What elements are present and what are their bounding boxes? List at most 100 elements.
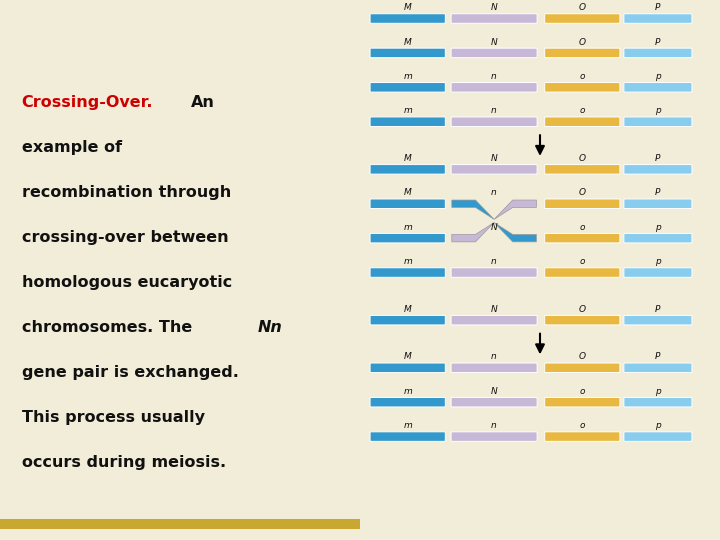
FancyBboxPatch shape <box>545 165 620 174</box>
Text: Nn: Nn <box>258 320 282 335</box>
FancyBboxPatch shape <box>370 315 445 325</box>
FancyBboxPatch shape <box>624 199 692 208</box>
Text: p: p <box>655 106 660 116</box>
Text: N: N <box>490 305 498 314</box>
Text: M: M <box>404 3 412 12</box>
Text: m: m <box>403 421 413 430</box>
Text: P: P <box>655 3 660 12</box>
Text: O: O <box>579 3 585 12</box>
Polygon shape <box>452 222 494 242</box>
FancyBboxPatch shape <box>451 117 537 126</box>
FancyBboxPatch shape <box>451 363 537 373</box>
FancyBboxPatch shape <box>545 363 620 373</box>
Text: N: N <box>490 3 498 12</box>
Text: O: O <box>579 305 585 314</box>
Text: o: o <box>580 223 585 232</box>
FancyBboxPatch shape <box>370 397 445 407</box>
FancyBboxPatch shape <box>370 165 445 174</box>
FancyBboxPatch shape <box>451 268 537 278</box>
Text: N: N <box>490 154 498 163</box>
Text: chromosomes. The: chromosomes. The <box>22 320 192 335</box>
FancyBboxPatch shape <box>370 432 445 441</box>
FancyBboxPatch shape <box>624 48 692 58</box>
FancyBboxPatch shape <box>624 315 692 325</box>
Text: M: M <box>404 188 412 198</box>
Text: n: n <box>491 188 497 198</box>
Text: p: p <box>655 421 660 430</box>
Text: Crossing-Over.: Crossing-Over. <box>22 95 153 110</box>
Text: n: n <box>491 353 497 361</box>
Text: P: P <box>655 305 660 314</box>
Text: example of: example of <box>22 140 122 155</box>
Bar <box>0 518 360 529</box>
Text: N: N <box>490 38 498 46</box>
Text: p: p <box>655 387 660 396</box>
FancyBboxPatch shape <box>451 14 537 23</box>
Text: n: n <box>491 106 497 116</box>
Polygon shape <box>452 200 494 219</box>
Polygon shape <box>494 222 536 242</box>
Text: P: P <box>655 38 660 46</box>
Text: n: n <box>491 257 497 266</box>
FancyBboxPatch shape <box>451 315 537 325</box>
Text: M: M <box>404 353 412 361</box>
FancyBboxPatch shape <box>451 48 537 58</box>
Polygon shape <box>494 200 536 219</box>
Text: n: n <box>491 72 497 81</box>
Text: An: An <box>191 95 215 110</box>
Text: M: M <box>404 305 412 314</box>
FancyBboxPatch shape <box>545 199 620 208</box>
FancyBboxPatch shape <box>370 48 445 58</box>
Text: occurs during meiosis.: occurs during meiosis. <box>22 455 226 470</box>
FancyBboxPatch shape <box>370 14 445 23</box>
Text: o: o <box>580 106 585 116</box>
FancyBboxPatch shape <box>624 83 692 92</box>
Text: P: P <box>655 353 660 361</box>
Text: This process usually: This process usually <box>22 410 204 425</box>
FancyBboxPatch shape <box>545 83 620 92</box>
Text: crossing-over between: crossing-over between <box>22 230 228 245</box>
Text: M: M <box>404 154 412 163</box>
FancyBboxPatch shape <box>624 397 692 407</box>
Text: N: N <box>490 223 498 232</box>
FancyBboxPatch shape <box>545 432 620 441</box>
Text: m: m <box>403 257 413 266</box>
FancyBboxPatch shape <box>370 268 445 278</box>
FancyBboxPatch shape <box>451 432 537 441</box>
Text: P: P <box>655 188 660 198</box>
Text: o: o <box>580 72 585 81</box>
Text: O: O <box>579 154 585 163</box>
Text: m: m <box>403 72 413 81</box>
FancyBboxPatch shape <box>545 397 620 407</box>
FancyBboxPatch shape <box>370 117 445 126</box>
Text: n: n <box>491 421 497 430</box>
Text: P: P <box>655 154 660 163</box>
Text: M: M <box>404 38 412 46</box>
Text: o: o <box>580 421 585 430</box>
Text: O: O <box>579 188 585 198</box>
FancyBboxPatch shape <box>624 432 692 441</box>
Text: homologous eucaryotic: homologous eucaryotic <box>22 275 232 290</box>
FancyBboxPatch shape <box>545 233 620 243</box>
Text: O: O <box>579 353 585 361</box>
Text: gene pair is exchanged.: gene pair is exchanged. <box>22 365 238 380</box>
Text: p: p <box>655 257 660 266</box>
FancyBboxPatch shape <box>624 363 692 373</box>
Text: p: p <box>655 72 660 81</box>
FancyBboxPatch shape <box>624 268 692 278</box>
FancyBboxPatch shape <box>624 233 692 243</box>
Text: m: m <box>403 223 413 232</box>
FancyBboxPatch shape <box>370 83 445 92</box>
Text: m: m <box>403 106 413 116</box>
FancyBboxPatch shape <box>451 397 537 407</box>
FancyBboxPatch shape <box>545 315 620 325</box>
Text: O: O <box>579 38 585 46</box>
Text: recombination through: recombination through <box>22 185 231 200</box>
FancyBboxPatch shape <box>545 117 620 126</box>
Text: N: N <box>490 387 498 396</box>
FancyBboxPatch shape <box>624 165 692 174</box>
Text: o: o <box>580 257 585 266</box>
FancyBboxPatch shape <box>451 165 537 174</box>
Text: p: p <box>655 223 660 232</box>
FancyBboxPatch shape <box>624 117 692 126</box>
